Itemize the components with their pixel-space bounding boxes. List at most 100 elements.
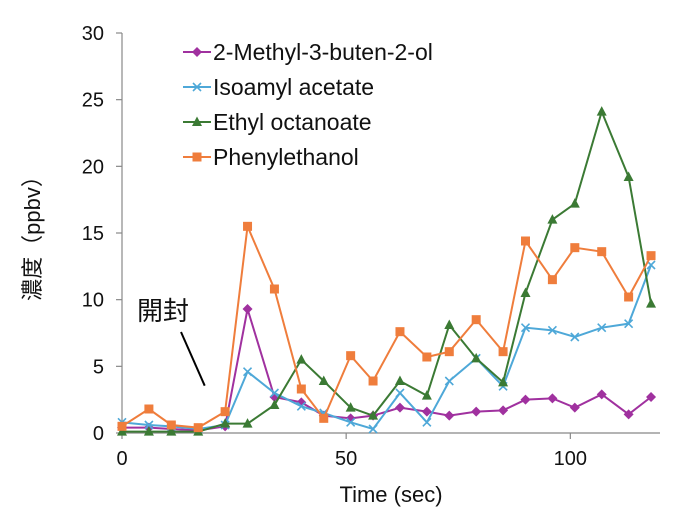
data-point [596,106,607,116]
x-mark-stroke [444,376,454,386]
data-point [296,384,306,394]
data-point [368,376,378,386]
x-mark-stroke [368,424,378,434]
x-mark-stroke [242,367,253,377]
legend-label: Isoamyl acetate [213,74,374,100]
data-point [269,388,279,398]
data-point [547,325,557,335]
x-tick-label: 100 [554,448,587,470]
data-point [624,319,634,329]
data-point [623,409,634,420]
data-point [242,418,253,428]
data-point [624,292,634,302]
data-point [296,354,307,364]
data-point [346,417,356,427]
series-line [122,108,653,433]
data-point [444,376,454,386]
y-tick-label: 30 [82,23,104,45]
data-point [444,410,455,421]
data-point [570,243,580,253]
data-point [368,410,379,420]
y-tick-label: 10 [82,290,104,312]
data-point [547,275,557,285]
data-point [569,198,580,208]
data-point [144,404,154,414]
y-tick-label: 20 [82,156,104,178]
x-mark-stroke [547,325,557,335]
x-mark-stroke [597,323,607,333]
x-mark-stroke [192,82,202,92]
data-point [395,388,405,398]
annotation-label: 開封 [137,297,189,327]
legend-label: 2-Methyl-3-buten-2-ol [213,39,433,65]
x-mark-stroke [395,388,405,398]
data-point [520,287,531,297]
data-point [166,426,177,436]
legend: 2-Methyl-3-buten-2-ol Isoamyl acetate Ethy… [183,39,433,170]
data-point [422,352,432,362]
data-point [319,413,329,423]
data-point [117,426,127,436]
legend-marker [192,152,202,162]
data-point [520,394,531,405]
data-point [422,417,432,427]
data-point [144,420,154,430]
x-tick-label: 50 [335,448,357,470]
data-point [646,392,657,402]
data-point [498,376,509,387]
legend-marker [192,82,202,92]
data-point [242,367,253,377]
y-tick-label: 25 [82,90,104,112]
data-point [646,251,656,261]
data-point [421,390,432,400]
data-point [520,323,531,333]
x-axis-title: Time (sec) [339,482,442,507]
data-point [345,402,356,412]
legend-marker [192,47,202,57]
x-mark-stroke [296,401,306,411]
x-mark-stroke [144,420,154,430]
x-tick-label: 0 [116,448,127,470]
data-point [318,375,329,385]
data-point [368,424,378,434]
data-point [569,402,580,413]
data-point [269,399,280,409]
series-line [121,222,652,429]
data-point [646,298,657,308]
x-mark-stroke [269,388,279,398]
legend-item: Phenylethanol [183,144,359,170]
data-point [471,315,481,325]
data-point [471,352,482,363]
data-point [597,247,607,257]
y-axis-title: 濃度（ppbv） [20,165,45,301]
x-mark-stroke [346,417,356,427]
x-mark-stroke [520,323,531,333]
data-point [471,406,482,417]
data-point [193,423,203,433]
data-point [597,323,607,333]
legend-label: Phenylethanol [213,144,359,170]
data-point [220,407,230,417]
legend-item: 2-Methyl-3-buten-2-ol [183,39,433,65]
data-point [395,327,405,337]
legend-label: Ethyl octanoate [213,109,372,135]
x-mark-stroke [624,319,634,329]
axes: 0 5 10 15 20 25 30 0 50 100 Time (sec) 濃度（ppbv） [20,23,660,507]
data-point [521,236,530,246]
data-point [498,347,508,357]
series-layer [117,106,657,436]
series-triangle [117,106,657,436]
y-tick-label: 5 [93,356,104,378]
series-square [117,221,656,433]
data-point [166,420,176,430]
data-point [269,284,279,294]
data-point [570,332,580,342]
data-point [623,171,634,181]
data-point [444,319,455,329]
data-point [243,221,253,231]
annotation-pointer [180,331,206,387]
y-tick-label: 0 [93,423,104,445]
y-tick-label: 15 [82,223,104,245]
